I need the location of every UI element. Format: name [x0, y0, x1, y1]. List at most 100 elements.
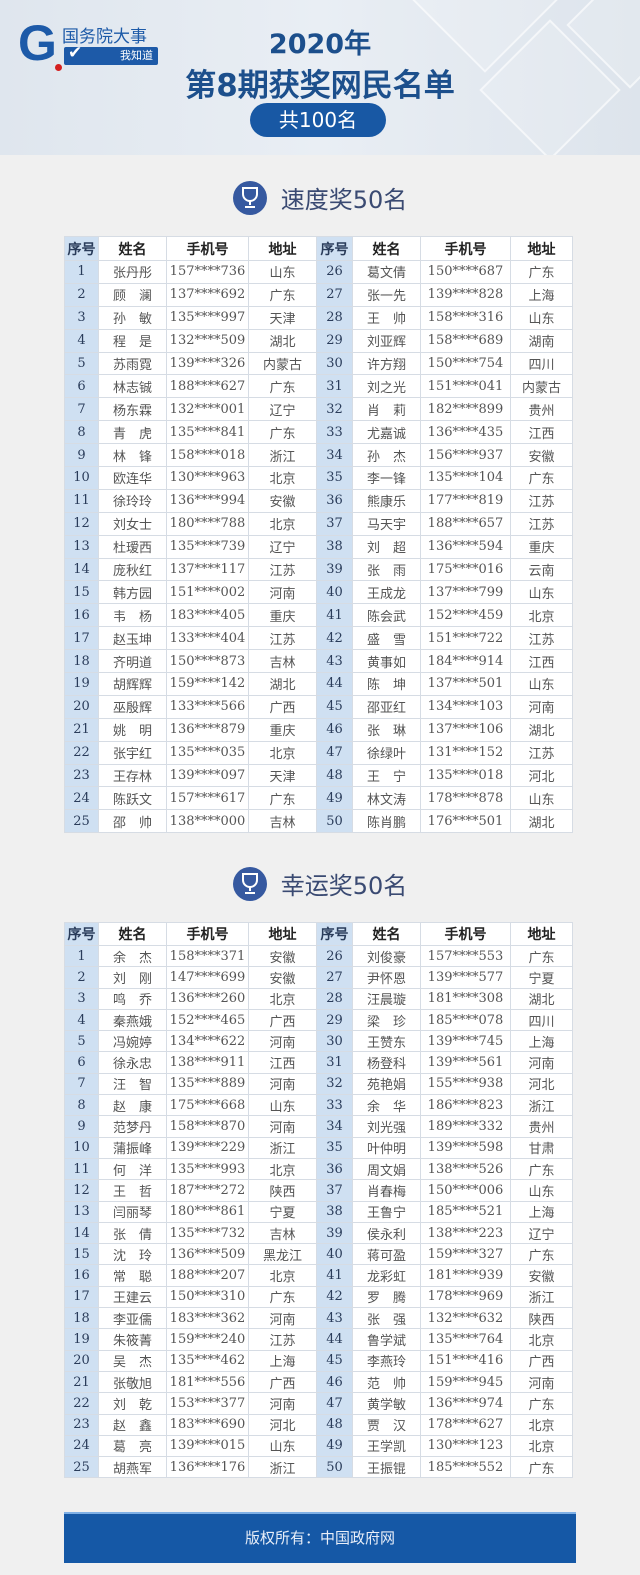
- cell-address: 山东: [248, 1094, 317, 1117]
- cell-phone: 136****435: [420, 420, 511, 445]
- cell-no: 26: [316, 260, 353, 284]
- cell-name: 韩方园: [98, 580, 167, 605]
- table-row: 12 王 哲 187****272 陕西 37 肖春梅 150****006 山东: [64, 1179, 573, 1202]
- cell-no: 5: [64, 351, 99, 376]
- cell-name: 张 倩: [98, 1221, 167, 1245]
- cell-no: 11: [64, 488, 99, 513]
- cell-name: 陈跃文: [98, 786, 167, 811]
- cell-no: 6: [64, 374, 99, 399]
- cell-phone: 150****754: [420, 351, 511, 376]
- cell-phone: 151****722: [420, 626, 511, 651]
- cell-no: 48: [316, 763, 353, 788]
- cell-name: 张 强: [352, 1307, 421, 1330]
- cell-phone: 139****598: [420, 1136, 511, 1159]
- cell-no: 25: [64, 809, 99, 834]
- logo-sub: 我知道: [120, 49, 153, 62]
- cell-no: 1: [64, 944, 99, 968]
- cell-address: 四川: [510, 1008, 573, 1032]
- column-header-name: 姓名: [352, 922, 421, 946]
- cell-phone: 189****332: [420, 1115, 511, 1138]
- cell-name: 陈会武: [352, 603, 421, 628]
- cell-address: 重庆: [510, 534, 573, 559]
- cell-no: 31: [316, 374, 353, 399]
- cell-address: 安徽: [248, 966, 317, 989]
- cell-address: 江苏: [510, 740, 573, 765]
- cell-name: 苑艳娟: [352, 1072, 421, 1096]
- cell-name: 刘俊豪: [352, 944, 421, 968]
- cell-name: 冯婉婷: [98, 1030, 167, 1053]
- table-row: 6 林志铖 188****627 广东 31 刘之光 151****041 内蒙古: [64, 374, 573, 399]
- cell-name: 张一先: [352, 282, 421, 307]
- cell-name: 赵 鑫: [98, 1413, 167, 1436]
- cell-name: 蒋可盈: [352, 1243, 421, 1266]
- cell-address: 浙江: [510, 1094, 573, 1117]
- cell-no: 32: [316, 397, 353, 422]
- cell-name: 范 帅: [352, 1370, 421, 1394]
- column-header-address: 地址: [248, 236, 317, 261]
- cell-address: 宁夏: [510, 966, 573, 989]
- cell-phone: 183****405: [166, 603, 249, 628]
- cell-address: 北京: [510, 1434, 573, 1458]
- cell-no: 12: [64, 511, 99, 536]
- cell-name: 青 虎: [98, 420, 167, 445]
- cell-phone: 135****739: [166, 534, 249, 559]
- cell-phone: 159****945: [420, 1370, 511, 1394]
- table-row: 18 李亚儒 183****362 河南 43 张 强 132****632 陕西: [64, 1307, 573, 1330]
- cell-phone: 178****627: [420, 1413, 511, 1436]
- cell-no: 45: [316, 694, 353, 719]
- cell-address: 湖北: [510, 987, 573, 1010]
- table-row: 9 范梦丹 158****870 河南 34 刘光强 189****332 贵州: [64, 1115, 573, 1138]
- cell-name: 肖 莉: [352, 397, 421, 422]
- cell-phone: 137****106: [420, 717, 511, 742]
- table-header: 序号 姓名 手机号 地址 序号 姓名 手机号 地址: [64, 922, 573, 946]
- cell-no: 5: [64, 1030, 99, 1053]
- cell-phone: 175****016: [420, 557, 511, 582]
- cell-name: 张丹彤: [98, 260, 167, 284]
- cell-no: 20: [64, 1349, 99, 1372]
- cell-phone: 139****561: [420, 1051, 511, 1074]
- cell-phone: 182****899: [420, 397, 511, 422]
- cell-address: 云南: [510, 557, 573, 582]
- cell-address: 江苏: [248, 626, 317, 651]
- cell-phone: 136****974: [420, 1392, 511, 1415]
- cell-phone: 175****668: [166, 1094, 249, 1117]
- cell-no: 30: [316, 351, 353, 376]
- cell-address: 江苏: [248, 1328, 317, 1351]
- table-row: 22 刘 乾 153****377 河南 47 黄学敏 136****974 广东: [64, 1392, 573, 1415]
- cell-no: 46: [316, 1370, 353, 1394]
- cell-name: 黄学敏: [352, 1392, 421, 1415]
- cell-phone: 150****310: [166, 1285, 249, 1309]
- cell-address: 广东: [510, 466, 573, 490]
- cell-phone: 151****416: [420, 1349, 511, 1372]
- cell-address: 江苏: [248, 557, 317, 582]
- cell-address: 辽宁: [248, 397, 317, 422]
- cell-address: 河南: [510, 1051, 573, 1074]
- logo-letter: G: [18, 15, 57, 71]
- cell-address: 安徽: [248, 488, 317, 513]
- cell-address: 河北: [510, 1072, 573, 1096]
- cell-no: 2: [64, 282, 99, 307]
- cell-no: 21: [64, 1370, 99, 1394]
- cell-address: 广东: [510, 1456, 573, 1479]
- column-header-address: 地址: [510, 236, 573, 261]
- cell-no: 3: [64, 305, 99, 330]
- cell-name: 徐永忠: [98, 1051, 167, 1074]
- cell-address: 北京: [248, 511, 317, 536]
- cell-no: 13: [64, 1200, 99, 1223]
- cell-address: 辽宁: [248, 534, 317, 559]
- cell-no: 41: [316, 1264, 353, 1287]
- cell-no: 29: [316, 1008, 353, 1032]
- column-header-name: 姓名: [98, 236, 167, 261]
- cell-address: 江苏: [510, 626, 573, 651]
- cell-address: 河南: [510, 1370, 573, 1394]
- cell-phone: 151****002: [166, 580, 249, 605]
- cell-no: 36: [316, 1157, 353, 1181]
- column-header-phone: 手机号: [166, 922, 249, 946]
- cell-no: 10: [64, 466, 99, 490]
- cell-address: 安徽: [510, 1264, 573, 1287]
- cell-address: 黑龙江: [248, 1243, 317, 1266]
- cell-phone: 131****152: [420, 740, 511, 765]
